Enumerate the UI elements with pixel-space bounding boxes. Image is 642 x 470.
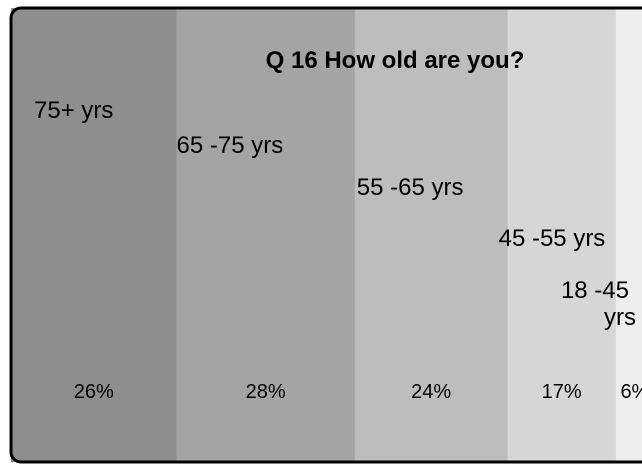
category-labels: 75+ yrs 65 -75 yrs 55 -65 yrs 45 -55 yrs 18 …: [34, 97, 636, 331]
bar-segment-3: [354, 8, 509, 462]
category-label-2: 65 -75 yrs: [177, 132, 284, 159]
chart-frame: [9, 6, 642, 464]
bar-segments: [11, 8, 642, 462]
value-label-1: 26%: [74, 381, 114, 403]
chart-title: Q 16 How old are you?: [266, 47, 525, 74]
category-label-1: 75+ yrs: [34, 97, 113, 124]
bar-segment-5: [615, 8, 642, 462]
value-label-3: 24%: [411, 381, 451, 403]
value-label-4: 17%: [542, 381, 582, 403]
value-label-5: 6%: [620, 381, 642, 403]
category-label-4: 45 -55 yrs: [499, 225, 606, 252]
bar-segment-1: [11, 8, 177, 462]
bar-segment-4: [507, 8, 617, 462]
value-label-2: 28%: [246, 381, 286, 403]
value-labels: 26% 28% 24% 17% 6%: [74, 381, 642, 403]
bar-segment-2: [176, 8, 356, 462]
category-label-3: 55 -65 yrs: [357, 174, 464, 201]
category-label-5: 18 -45 yrs: [561, 277, 636, 331]
